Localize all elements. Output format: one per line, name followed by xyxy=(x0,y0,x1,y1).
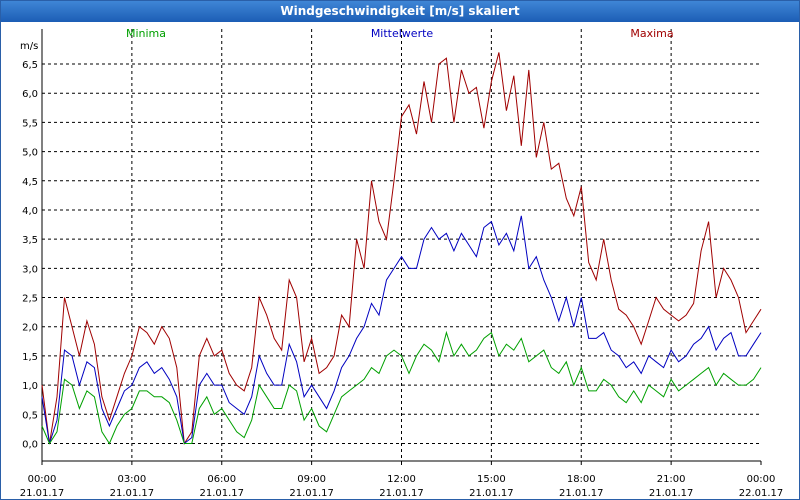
x-tick-time-label: 18:00 xyxy=(567,474,596,485)
legend-minima: Minima xyxy=(126,27,166,40)
y-tick-label: 5,5 xyxy=(22,118,38,129)
y-tick-labels: 0,0 0,5 1,0 1,5 2,0 2,5 3,0 3,5 4,0 4,5 5,0 5,5 6,0 6… xyxy=(22,60,38,450)
x-tick-date-label: 21.01.17 xyxy=(199,488,244,499)
y-tick-label: 0,5 xyxy=(22,410,38,421)
series-line-mean xyxy=(41,215,762,445)
x-tick-time-label: 00:00 xyxy=(747,474,776,485)
y-tick-label: 0,0 xyxy=(22,439,38,450)
x-tick-time-label: 21:00 xyxy=(657,474,686,485)
y-tick-label: 1,5 xyxy=(22,352,38,363)
series-line-maxima xyxy=(41,52,762,445)
x-tick-date-label: 21.01.17 xyxy=(649,488,694,499)
x-tick-date-label: 21.01.17 xyxy=(110,488,155,499)
x-tick-date-label: 21.01.17 xyxy=(559,488,604,499)
y-tick-label: 2,0 xyxy=(22,323,38,334)
y-tick-label: 6,5 xyxy=(22,60,38,71)
x-tick-date-label: 22.01.17 xyxy=(739,488,784,499)
y-tick-label: 1,0 xyxy=(22,381,38,392)
y-tick-label: 3,0 xyxy=(22,264,38,275)
y-tick-label: 6,0 xyxy=(22,89,38,100)
x-tick-date-label: 21.01.17 xyxy=(289,488,334,499)
x-tick-time-label: 09:00 xyxy=(297,474,326,485)
x-tick-labels: 00:00 21.01.17 03:00 21.01.17 06:00 21.01.17 0… xyxy=(20,474,784,499)
x-tick-time-label: 15:00 xyxy=(477,474,506,485)
y-tick-label: 5,0 xyxy=(22,148,38,159)
x-tick-date-label: 21.01.17 xyxy=(20,488,65,499)
x-tick-date-label: 21.01.17 xyxy=(379,488,424,499)
window-title: Windgeschwindigkeit [m/s] skaliert xyxy=(1,1,799,22)
x-tick-time-label: 06:00 xyxy=(207,474,236,485)
y-axis-unit-label: m/s xyxy=(20,41,38,52)
y-tick-label: 4,5 xyxy=(22,177,38,188)
x-tick-time-label: 00:00 xyxy=(28,474,57,485)
y-tick-label: 4,0 xyxy=(22,206,38,217)
x-tick-time-label: 12:00 xyxy=(387,474,416,485)
grid-lines xyxy=(42,29,761,461)
series-line-minima xyxy=(41,330,762,445)
series-lines xyxy=(41,52,762,445)
y-tick-label: 3,5 xyxy=(22,235,38,246)
x-tick-time-label: 03:00 xyxy=(117,474,146,485)
legend-mittelwerte: Mittelwerte xyxy=(371,27,434,40)
legend-maxima: Maxima xyxy=(630,27,673,40)
y-tick-label: 2,5 xyxy=(22,294,38,305)
x-tick-date-label: 21.01.17 xyxy=(469,488,514,499)
